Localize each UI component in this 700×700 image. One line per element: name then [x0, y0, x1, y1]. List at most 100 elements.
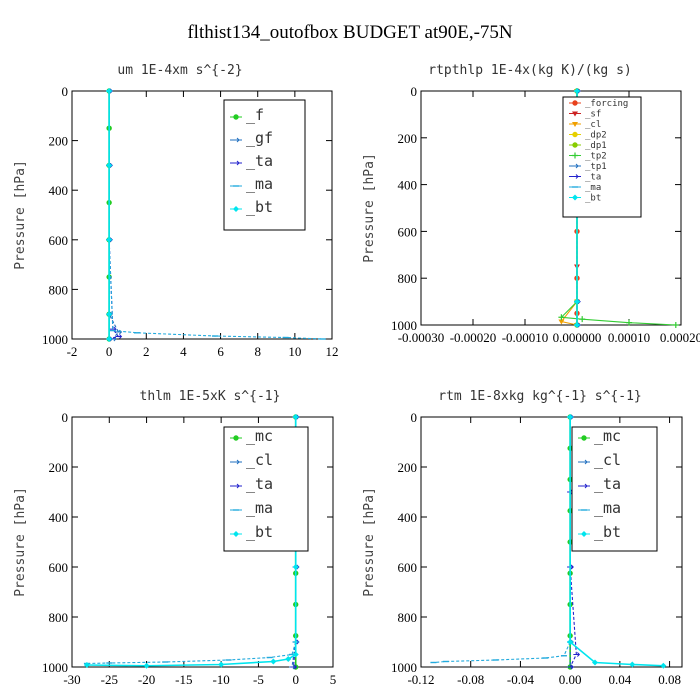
- data-point: [285, 656, 292, 662]
- legend: _forcing_sf_cl_dp2_dp1_tp2_tp1_ta_ma_bt: [562, 96, 642, 218]
- data-point: [672, 322, 679, 328]
- y-axis-label: Pressure [hPa]: [362, 153, 377, 263]
- legend-marker: [572, 111, 578, 117]
- data-point: [567, 414, 574, 420]
- x-tick-label: 0.00: [559, 672, 582, 687]
- y-tick-label: 1000: [391, 660, 417, 675]
- legend-marker: [572, 174, 579, 179]
- legend-marker: [572, 163, 579, 169]
- x-tick-label: -20: [138, 672, 155, 687]
- data-point: [567, 639, 574, 645]
- x-tick-label: -10: [212, 672, 229, 687]
- legend-label: _tp1: [585, 162, 607, 172]
- y-tick-label: 0: [62, 84, 69, 99]
- data-point: [579, 316, 586, 323]
- chart-panel: thlm 1E-5xK s^{-1} Pressure [hPa] -30 -25 -2…: [13, 389, 336, 687]
- data-point: [106, 236, 113, 243]
- y-tick-label: 200: [49, 460, 69, 475]
- data-point: [83, 662, 90, 668]
- y-axis-label: Pressure [hPa]: [13, 487, 28, 597]
- series-line: [86, 417, 297, 667]
- data-point: [106, 162, 113, 169]
- legend-label: _ma: [594, 499, 621, 517]
- series-ma: [430, 416, 574, 664]
- x-tick-label: -25: [101, 672, 118, 687]
- y-tick-label: 200: [398, 131, 418, 146]
- x-tick-label: 4: [180, 344, 187, 359]
- x-tick-label: 0.00010: [608, 330, 650, 345]
- legend-label: _ta: [246, 475, 273, 493]
- x-tick-label: -0.00020: [450, 330, 497, 345]
- y-tick-label: 1000: [42, 332, 68, 347]
- y-tick-label: 600: [49, 233, 69, 248]
- data-point: [574, 88, 580, 94]
- y-tick-label: 400: [398, 510, 418, 525]
- data-point: [574, 322, 580, 328]
- data-point: [270, 658, 277, 665]
- x-tick-label: 6: [217, 344, 224, 359]
- legend-marker: [233, 137, 240, 143]
- x-tick-label: 0.000000: [553, 330, 602, 345]
- x-tick-label: -0.00030: [398, 330, 445, 345]
- legend: _f _gf _ta _ma _bt: [223, 99, 306, 231]
- legend-label: _ma: [585, 183, 601, 193]
- x-tick-label: 5: [330, 672, 337, 687]
- chart-title: um 1E-4xm s^{-2}: [117, 63, 242, 78]
- data-point: [292, 564, 299, 570]
- chart-title: rtm 1E-8xkg kg^{-1} s^{-1}: [438, 389, 642, 404]
- x-tick-label: 0.08: [658, 672, 681, 687]
- legend-label: _bt: [594, 523, 621, 541]
- x-tick-label: 12: [326, 344, 339, 359]
- legend-marker: [233, 114, 239, 120]
- y-tick-label: 0: [62, 410, 69, 425]
- legend-marker: [572, 152, 578, 159]
- y-tick-label: 0: [411, 410, 418, 425]
- legend-label: _ta: [246, 152, 273, 170]
- y-tick-label: 200: [398, 460, 418, 475]
- data-point: [218, 661, 225, 668]
- legend-label: _ma: [246, 499, 273, 517]
- series-bt: [567, 414, 667, 669]
- legend-marker: [572, 100, 578, 106]
- legend-label: _dp1: [585, 141, 607, 151]
- legend-box: [223, 426, 309, 552]
- plot-frame: [71, 416, 334, 668]
- data-point: [629, 661, 636, 668]
- chart-panel: rtpthlp 1E-4x(kg K)/(kg s) Pressure [hPa]…: [362, 63, 700, 345]
- data-point: [290, 664, 298, 670]
- data-point: [106, 311, 113, 318]
- x-tick-label: -0.12: [407, 672, 434, 687]
- legend-marker: [233, 435, 239, 441]
- legend-label: _ta: [585, 173, 601, 183]
- data-point: [567, 664, 574, 670]
- legend-label: _tp2: [585, 152, 607, 162]
- y-tick-label: 400: [49, 183, 69, 198]
- legend: _mc _cl _ta _ma _bt: [571, 426, 658, 552]
- legend-label: _ma: [246, 175, 273, 193]
- chart-panel: rtm 1E-8xkg kg^{-1} s^{-1} Pressure [hPa]…: [362, 389, 683, 687]
- x-tick-label: -0.00010: [502, 330, 549, 345]
- legend-label: _sf: [585, 110, 601, 120]
- data-point: [115, 334, 123, 339]
- legend-marker: [572, 131, 578, 138]
- legend-marker: [581, 531, 587, 537]
- legend-label: _cl: [594, 451, 621, 469]
- legend-label: _mc: [246, 427, 273, 445]
- x-tick-label: -0.08: [457, 672, 484, 687]
- x-tick-label: 8: [254, 344, 261, 359]
- legend-marker: [233, 459, 240, 465]
- legend: _mc _cl _ta _ma _bt: [223, 426, 309, 552]
- data-point: [573, 652, 581, 657]
- legend-label: _bt: [585, 194, 601, 204]
- legend-label: _dp2: [585, 131, 607, 141]
- legend-marker: [572, 194, 578, 201]
- chart-title: rtpthlp 1E-4x(kg K)/(kg s): [428, 63, 632, 78]
- legend-marker: [233, 206, 239, 212]
- data-point: [292, 414, 299, 420]
- legend-marker: [233, 531, 239, 537]
- x-tick-label: 2: [143, 344, 150, 359]
- data-point: [626, 319, 632, 326]
- legend-marker: [572, 122, 578, 127]
- legend-marker: [581, 483, 588, 489]
